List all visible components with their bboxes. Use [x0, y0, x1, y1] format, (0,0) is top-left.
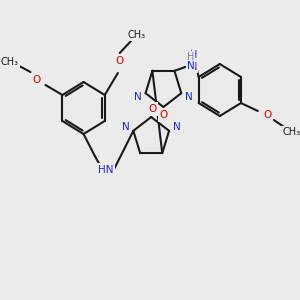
Text: CH₃: CH₃ — [283, 127, 300, 137]
Text: N: N — [134, 92, 142, 102]
Text: CH₃: CH₃ — [128, 30, 146, 40]
Text: O: O — [159, 110, 167, 120]
Text: N: N — [185, 92, 193, 102]
Text: O: O — [32, 75, 40, 85]
Text: N: N — [173, 122, 181, 132]
Text: O: O — [263, 110, 272, 120]
Text: N: N — [187, 61, 194, 71]
Text: N: N — [122, 122, 130, 132]
Text: O: O — [148, 104, 156, 114]
Text: HN: HN — [98, 165, 114, 175]
Text: H: H — [187, 52, 194, 62]
Text: O: O — [116, 56, 124, 66]
Text: H
N: H N — [190, 50, 197, 72]
Text: CH₃: CH₃ — [1, 57, 19, 67]
